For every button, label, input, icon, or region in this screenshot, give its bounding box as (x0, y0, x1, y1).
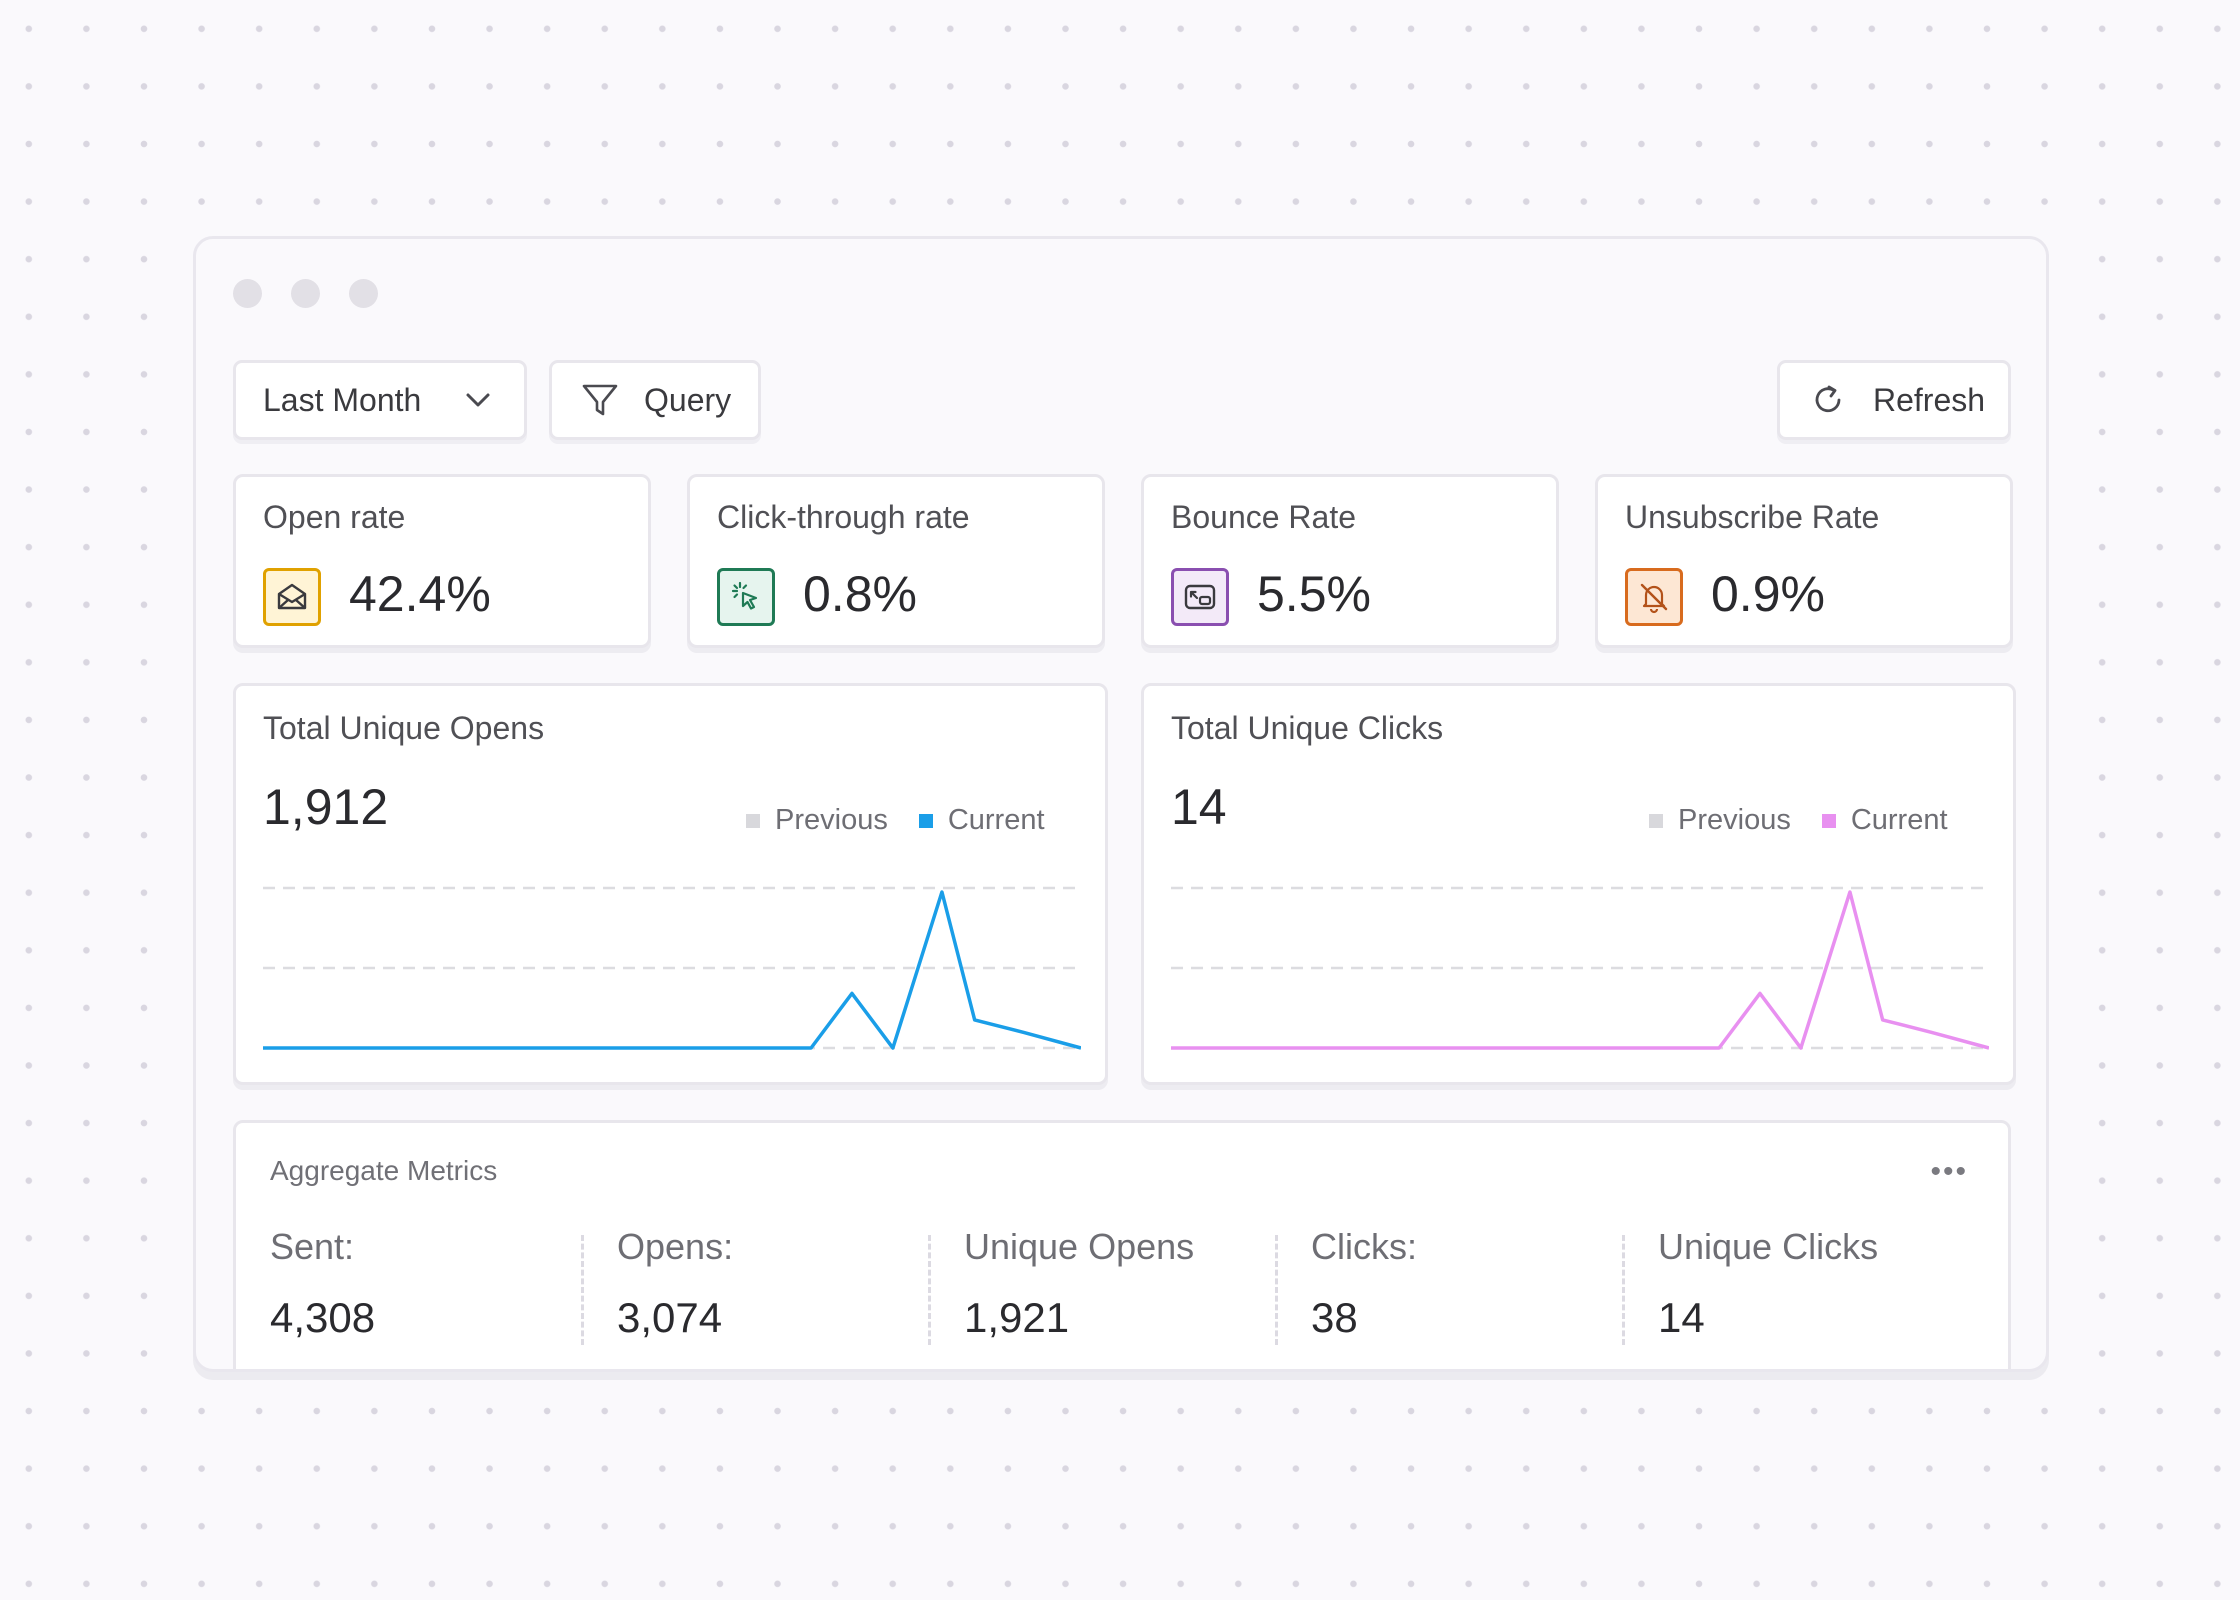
metric-label: Opens: (617, 1226, 734, 1267)
window-controls (233, 279, 378, 308)
metric-label: Clicks: (1311, 1226, 1417, 1267)
divider (928, 1235, 931, 1345)
envelope-open-icon (263, 568, 321, 626)
legend-swatch (746, 813, 760, 828)
stat-title: Open rate (263, 499, 406, 535)
legend-current[interactable]: Current (1821, 804, 1948, 837)
chart-legend: Previous Current (1649, 804, 1948, 837)
series-line-current (263, 890, 1081, 1050)
metric-label: Sent: (270, 1226, 355, 1267)
stat-value: 5.5% (1257, 566, 1371, 622)
more-options-icon[interactable]: ••• (1930, 1155, 1968, 1188)
stat-card-bounce-rate[interactable]: Bounce Rate 5.5% (1141, 474, 1559, 648)
stat-title: Click-through rate (717, 499, 970, 535)
metric-clicks: Clicks: 38 (1311, 1226, 1658, 1342)
chevron-down-icon (466, 393, 490, 407)
metric-value: 3,074 (617, 1294, 723, 1341)
chart-title: Total Unique Clicks (1171, 710, 1444, 746)
legend-previous[interactable]: Previous (1649, 804, 1791, 837)
metric-unique-opens: Unique Opens 1,921 (964, 1226, 1311, 1342)
period-dropdown[interactable]: Last Month (233, 360, 527, 440)
divider (581, 1235, 584, 1345)
chart-total: 14 (1171, 779, 1227, 835)
metric-value: 14 (1658, 1294, 1705, 1341)
chart-legend: Previous Current (746, 804, 1045, 837)
stat-card-unsubscribe-rate[interactable]: Unsubscribe Rate 0.9% (1595, 474, 2013, 648)
chart-card-unique-opens[interactable]: Total Unique Opens 1,912 Previous Curren… (233, 683, 1108, 1085)
maximize-dot[interactable] (349, 279, 378, 308)
query-label: Query (644, 381, 732, 418)
clicks-line-chart (1171, 886, 1989, 1050)
app-window: Last Month Query Refresh Open rate 42.4%… (193, 236, 2049, 1372)
divider (1275, 1235, 1278, 1345)
chart-title: Total Unique Opens (263, 710, 545, 746)
metric-value: 1,921 (964, 1294, 1070, 1341)
chart-total: 1,912 (263, 779, 389, 835)
metric-sent: Sent: 4,308 (270, 1226, 617, 1342)
panel-title: Aggregate Metrics (270, 1155, 498, 1186)
legend-label: Current (1850, 804, 1948, 836)
stat-title: Bounce Rate (1171, 499, 1357, 535)
chart-card-unique-clicks[interactable]: Total Unique Clicks 14 Previous Current (1141, 683, 2016, 1085)
metric-value: 4,308 (270, 1294, 376, 1341)
metric-unique-clicks: Unique Clicks 14 (1658, 1226, 2005, 1342)
legend-label: Previous (1678, 804, 1791, 836)
metric-label: Unique Clicks (1658, 1226, 1879, 1267)
filter-icon (582, 384, 618, 416)
period-label: Last Month (263, 381, 422, 418)
stat-card-open-rate[interactable]: Open rate 42.4% (233, 474, 651, 648)
series-line-current (1171, 890, 1989, 1050)
opens-line-chart (263, 886, 1081, 1050)
divider (1622, 1235, 1625, 1345)
refresh-icon (1815, 385, 1841, 413)
query-button[interactable]: Query (549, 360, 761, 440)
stat-value: 0.9% (1711, 566, 1825, 622)
cursor-click-icon (717, 568, 775, 626)
metric-value: 38 (1311, 1294, 1358, 1341)
metric-opens: Opens: 3,074 (617, 1226, 964, 1342)
minimize-dot[interactable] (291, 279, 320, 308)
refresh-button[interactable]: Refresh (1777, 360, 2011, 440)
legend-swatch (1649, 813, 1663, 828)
legend-previous[interactable]: Previous (746, 804, 888, 837)
stat-card-click-through-rate[interactable]: Click-through rate 0.8% (687, 474, 1105, 648)
legend-label: Current (947, 804, 1045, 836)
close-dot[interactable] (233, 279, 262, 308)
refresh-label: Refresh (1873, 381, 1986, 418)
metric-label: Unique Opens (964, 1226, 1195, 1267)
stat-value: 42.4% (349, 566, 491, 622)
legend-current[interactable]: Current (918, 804, 1045, 837)
bell-off-icon (1625, 568, 1683, 626)
aggregate-metrics-panel: Aggregate Metrics ••• Sent: 4,308 Opens:… (233, 1120, 2011, 1369)
stat-value: 0.8% (803, 566, 917, 622)
bounce-arrow-icon (1171, 568, 1229, 626)
stat-title: Unsubscribe Rate (1625, 499, 1880, 535)
legend-swatch (918, 813, 933, 828)
legend-label: Previous (775, 804, 888, 836)
legend-swatch (1821, 813, 1836, 828)
